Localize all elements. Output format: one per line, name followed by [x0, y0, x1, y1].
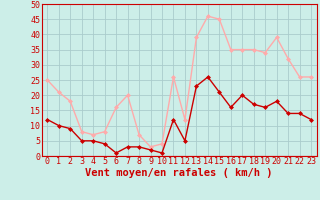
X-axis label: Vent moyen/en rafales ( km/h ): Vent moyen/en rafales ( km/h ) — [85, 168, 273, 178]
